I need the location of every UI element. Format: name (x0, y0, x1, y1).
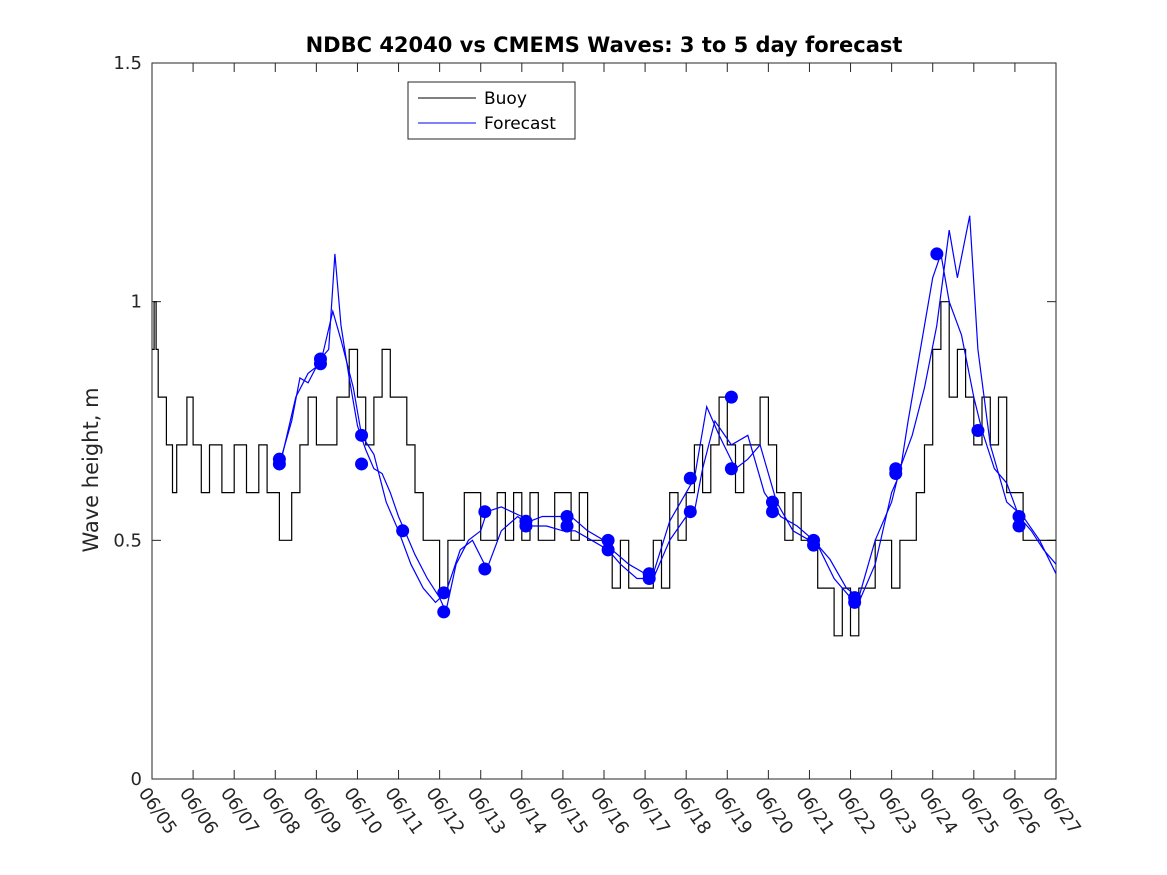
forecast-marker (642, 567, 656, 581)
forecast-marker (601, 533, 615, 547)
forecast-marker (807, 533, 821, 547)
forecast-marker (272, 452, 286, 466)
forecast-marker (724, 462, 738, 476)
y-axis-label: Wave height, m (79, 387, 103, 552)
forecast-marker (560, 519, 574, 533)
forecast-marker (437, 586, 451, 600)
forecast-marker (313, 352, 327, 366)
buoy-series-line (152, 301, 1056, 637)
plot-area: 06/0506/0606/0706/0806/0906/1006/1106/12… (113, 53, 1085, 838)
legend-label-forecast: Forecast (484, 114, 556, 134)
forecast-marker (355, 428, 369, 442)
legend-label-buoy: Buoy (484, 89, 527, 109)
axes-box (151, 62, 1057, 780)
forecast-marker (396, 524, 410, 538)
forecast-marker (560, 509, 574, 523)
y-tick-label: 1 (131, 292, 142, 313)
legend: Buoy Forecast (407, 81, 576, 140)
forecast-marker (765, 505, 779, 519)
forecast-marker (478, 562, 492, 576)
legend-box (407, 81, 576, 140)
chart-title: NDBC 42040 vs CMEMS Waves: 3 to 5 day fo… (306, 33, 903, 57)
forecast-series-line-1 (278, 253, 1057, 614)
forecast-marker (437, 605, 451, 619)
forecast-marker (848, 591, 862, 605)
forecast-marker (1012, 509, 1026, 523)
forecast-marker (1012, 519, 1026, 533)
forecast-marker (930, 247, 944, 261)
forecast-marker (519, 514, 533, 528)
forecast-series-line-2 (280, 215, 1057, 604)
series-layer (152, 215, 1057, 637)
forecast-marker (355, 457, 369, 471)
forecast-marker (765, 495, 779, 509)
y-tick-label: 0.5 (113, 530, 142, 551)
y-tick-label: 1.5 (113, 53, 142, 74)
forecast-marker (601, 543, 615, 557)
forecast-marker (889, 462, 903, 476)
forecast-marker (971, 424, 985, 438)
forecast-marker (724, 390, 738, 404)
forecast-marker (478, 505, 492, 519)
y-tick-label: 0 (131, 769, 142, 790)
forecast-marker (683, 471, 697, 485)
forecast-marker (683, 505, 697, 519)
